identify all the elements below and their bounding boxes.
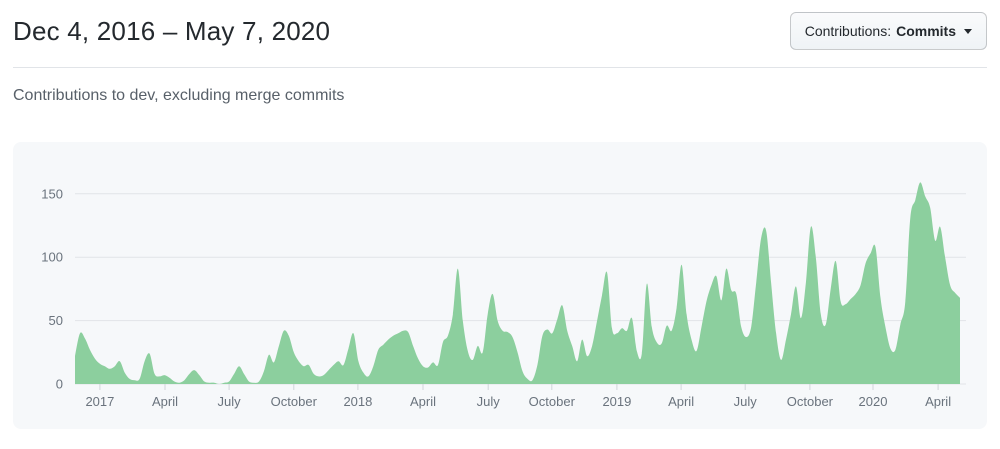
header: Dec 4, 2016 – May 7, 2020 Contributions:… [13,11,987,51]
svg-text:April: April [668,394,694,409]
svg-text:2018: 2018 [343,394,372,409]
svg-text:150: 150 [41,186,63,201]
contributions-filter-button[interactable]: Contributions: Commits [789,12,987,50]
svg-text:October: October [787,394,834,409]
insights-contributions-page: Dec 4, 2016 – May 7, 2020 Contributions:… [0,11,1000,429]
svg-text:April: April [410,394,436,409]
svg-text:April: April [152,394,178,409]
svg-text:July: July [218,394,242,409]
chart-subtitle: Contributions to dev, excluding merge co… [13,87,345,104]
svg-text:July: July [734,394,758,409]
contributions-graph-panel: 0 50 100 150 2017 April July October 2018 April Ju… [13,142,987,429]
caret-down-icon [964,28,972,34]
contributions-area-chart: 0 50 100 150 2017 April July October 2018 April Ju… [41,182,966,409]
svg-text:October: October [529,394,576,409]
svg-text:0: 0 [56,377,63,392]
svg-text:October: October [271,394,318,409]
svg-text:2017: 2017 [85,394,114,409]
header-divider [13,67,987,68]
filter-button-value: Commits [896,23,956,39]
svg-text:2019: 2019 [602,394,631,409]
svg-text:April: April [925,394,951,409]
svg-text:50: 50 [49,313,63,328]
svg-text:100: 100 [41,250,63,265]
svg-text:July: July [477,394,501,409]
filter-button-label: Contributions: [804,23,892,39]
svg-text:2020: 2020 [859,394,888,409]
page-title: Dec 4, 2016 – May 7, 2020 [13,15,331,46]
